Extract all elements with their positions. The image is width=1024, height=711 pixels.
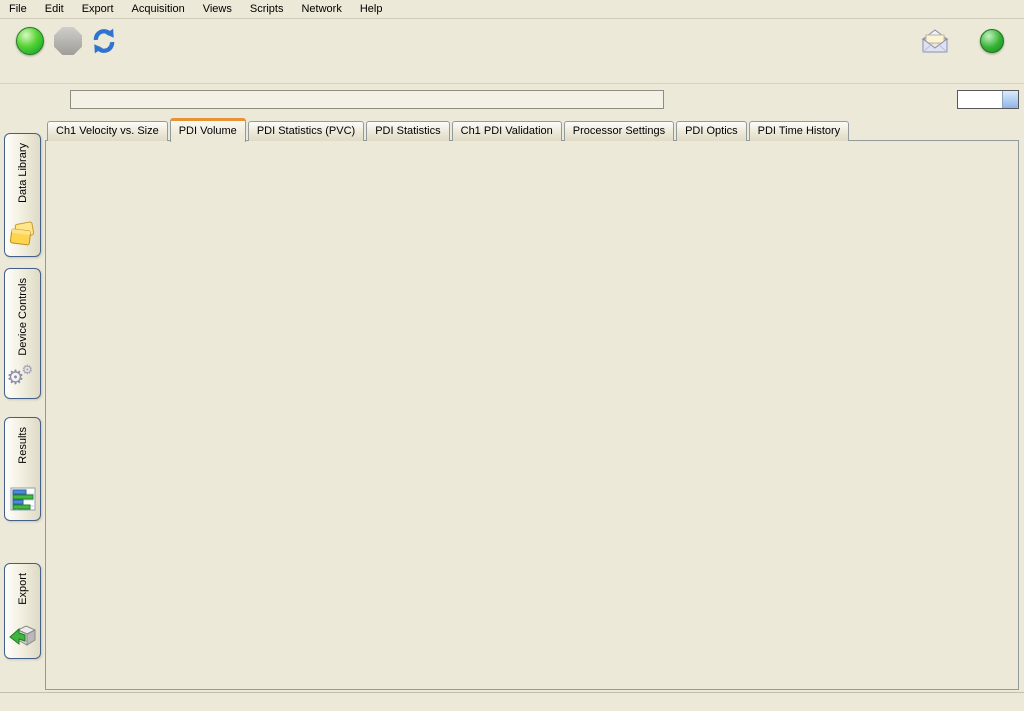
tab-pdi-optics[interactable]: PDI Optics <box>676 121 747 141</box>
sidebar-item-label: Results <box>17 427 29 464</box>
sidebar-item-device-controls[interactable]: Device Controls ⚙⚙ <box>4 268 41 399</box>
menu-item-edit[interactable]: Edit <box>36 1 73 17</box>
status-bar <box>0 692 1024 711</box>
tab-bar: Ch1 Velocity vs. SizePDI VolumePDI Stati… <box>47 118 851 141</box>
tab-ch1-velocity-vs-size[interactable]: Ch1 Velocity vs. Size <box>47 121 168 141</box>
chevron-down-icon[interactable] <box>1002 91 1018 108</box>
export-icon <box>8 623 38 652</box>
sidebar-item-label: Device Controls <box>17 278 29 356</box>
tab-pdi-statistics-pvc-[interactable]: PDI Statistics (PVC) <box>248 121 364 141</box>
toolbar <box>0 20 1024 84</box>
menu-item-scripts[interactable]: Scripts <box>241 1 293 17</box>
folders-icon <box>9 221 37 250</box>
tab-content-panel <box>45 140 1019 690</box>
gears-icon: ⚙⚙ <box>9 366 37 392</box>
sidebar-item-export[interactable]: Export <box>4 563 41 659</box>
tab-pdi-volume[interactable]: PDI Volume <box>170 118 246 142</box>
tab-processor-settings[interactable]: Processor Settings <box>564 121 674 141</box>
doppler-analysis-select[interactable] <box>957 90 1019 109</box>
menu-item-acquisition[interactable]: Acquisition <box>123 1 194 17</box>
tab-pdi-statistics[interactable]: PDI Statistics <box>366 121 449 141</box>
menu-item-file[interactable]: File <box>0 1 36 17</box>
location-row <box>0 85 1024 115</box>
tab-ch1-pdi-validation[interactable]: Ch1 PDI Validation <box>452 121 562 141</box>
sidebar-item-label: Export <box>17 573 29 605</box>
sidebar-item-label: Data Library <box>17 143 29 203</box>
sidebar-item-data-library[interactable]: Data Library <box>4 133 41 257</box>
menu-item-views[interactable]: Views <box>194 1 241 17</box>
help-icon <box>980 29 1004 53</box>
reload-button[interactable] <box>76 24 132 82</box>
envelope-icon <box>919 28 951 54</box>
menu-item-export[interactable]: Export <box>73 1 123 17</box>
menu-bar: FileEditExportAcquisitionViewsScriptsNet… <box>0 0 1024 19</box>
bar-chart-icon <box>10 487 36 514</box>
menu-item-help[interactable]: Help <box>351 1 392 17</box>
menu-item-network[interactable]: Network <box>292 1 350 17</box>
help-button[interactable] <box>966 24 1018 82</box>
sidebar-item-results[interactable]: Results <box>4 417 41 521</box>
aims-application-window: FileEditExportAcquisitionViewsScriptsNet… <box>0 0 1024 711</box>
contact-artium-button[interactable] <box>899 24 971 82</box>
tab-pdi-time-history[interactable]: PDI Time History <box>749 121 850 141</box>
location-input[interactable] <box>70 90 664 109</box>
reload-icon <box>90 27 118 55</box>
